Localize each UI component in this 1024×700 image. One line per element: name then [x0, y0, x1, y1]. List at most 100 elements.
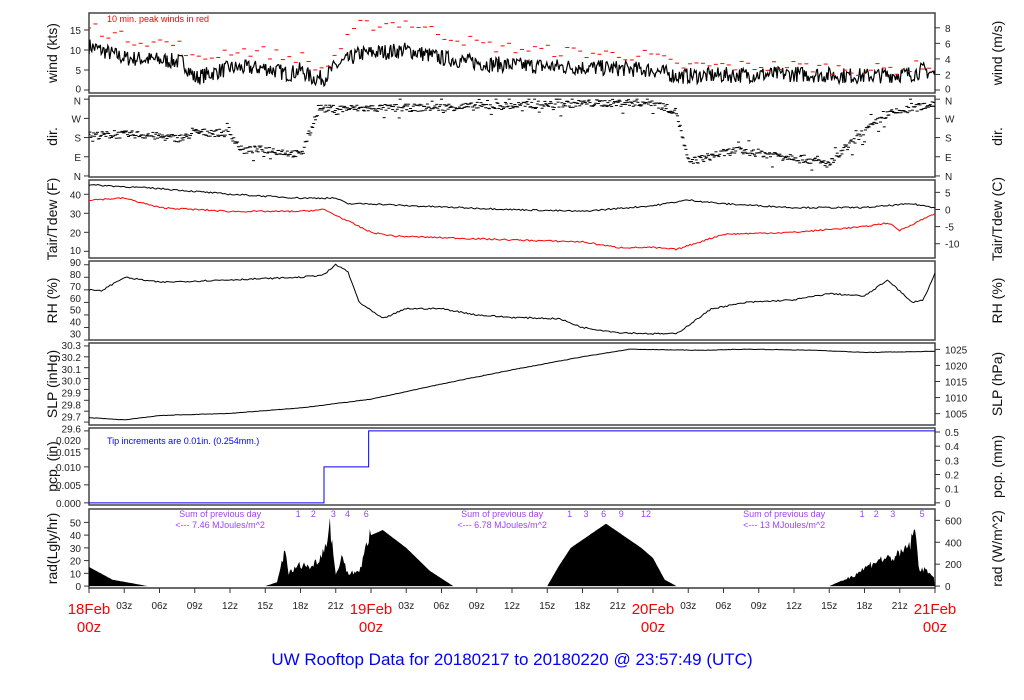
hour-mark: 1 [567, 509, 572, 519]
ytick-right-label: 400 [945, 538, 962, 549]
ytick-label: 0.000 [56, 499, 81, 510]
slp-ylabel: SLP (inHg) [44, 350, 60, 418]
xtick-label: 21z [328, 601, 344, 612]
ytick-label: 10 [70, 246, 82, 257]
wind-ylabel: wind (kts) [44, 23, 60, 84]
temp-plot [89, 183, 935, 251]
ytick-label: 15 [70, 26, 82, 37]
xtick-label: 03z [116, 601, 132, 612]
hour-mark: 3 [890, 509, 895, 519]
xtick-label: 12z [222, 601, 238, 612]
day-label: 19Feb [350, 601, 393, 618]
pcp-ylabel: pcp. (in) [44, 441, 60, 492]
panel-rad: 0 1020 30 40 50 0 200 400 600 rad(Lgly/hr) rad (W/… [44, 508, 1005, 593]
xtick-label: 09z [187, 601, 203, 612]
ytick-right-label: -10 [945, 240, 960, 251]
day-sum-value: <--- 7.46 MJoules/m^2 [175, 520, 265, 530]
ytick-right-label: 8 [945, 24, 951, 35]
hour-mark: 6 [601, 509, 606, 519]
ytick-label: 40 [70, 318, 82, 329]
ytick-label: 29.8 [62, 400, 82, 411]
xtick-label: 18z [856, 601, 872, 612]
ytick-right-label: W [945, 114, 955, 125]
ytick-label: 90 [70, 258, 82, 269]
rh-frame [88, 260, 936, 341]
rad-plot [89, 517, 935, 587]
xtick-label: 21z [610, 601, 626, 612]
pcp-ylabel-right: pcp. (mm) [989, 435, 1005, 498]
ytick-label: 40 [70, 531, 82, 542]
day-sum-value: <--- 6.78 MJoules/m^2 [457, 520, 547, 530]
slp-ylabel-right: SLP (hPa) [989, 352, 1005, 416]
ytick-right-label: 2 [945, 70, 951, 81]
ytick-label: 0 [75, 85, 81, 96]
hour-mark: 5 [920, 509, 925, 519]
ytick-label: 20 [70, 228, 82, 239]
xtick-label: 15z [257, 601, 273, 612]
ytick-label: S [74, 134, 81, 145]
dir-frame [88, 95, 936, 178]
xtick-label: 03z [398, 601, 414, 612]
time-axis: 03z 06z 09z 12z 15z 18z 21z 03z 06z 09z 12z 15z 18z 2… [68, 587, 956, 636]
ytick-right-label: 0 [945, 206, 951, 217]
RH-line [89, 263, 935, 335]
ytick-label: 29.7 [62, 412, 82, 423]
ytick-right-label: N [945, 172, 952, 183]
day-sum-title: Sum of previous day [461, 509, 544, 519]
day-sublabel: 00z [359, 619, 383, 636]
dir-ylabel-right: dir. [989, 127, 1005, 146]
ytick-right-label: 6 [945, 39, 951, 50]
xtick-label: 15z [539, 601, 555, 612]
xtick-label: 12z [504, 601, 520, 612]
ytick-right-label: E [945, 153, 952, 164]
day-sum-title: Sum of previous day [743, 509, 826, 519]
ytick-label: 29.9 [62, 389, 82, 400]
ytick-label: 30.1 [62, 365, 82, 376]
day-label: 20Feb [632, 601, 675, 618]
ytick-label: 30 [70, 209, 82, 220]
ytick-right-label: 600 [945, 516, 962, 527]
panel-wind: 0 5 10 15 0 2 4 6 8 wind (kts) wind (m/s) 10 min. p… [44, 12, 1005, 96]
cumulative-precip-line [89, 430, 935, 504]
ytick-label: 0.010 [56, 463, 81, 474]
wind-plot [89, 19, 935, 88]
xtick-label: 18z [292, 601, 308, 612]
ytick-right-label: -5 [945, 223, 954, 234]
ytick-right-label: 0.3 [945, 456, 959, 467]
rh-ylabel: RH (%) [44, 278, 60, 324]
ytick-label: 80 [70, 270, 82, 281]
hour-mark: 2 [311, 509, 316, 519]
ytick-label: 10 [70, 46, 82, 57]
day-sublabel: 00z [641, 619, 665, 636]
ytick-label: 50 [70, 306, 82, 317]
hour-mark: 2 [874, 509, 879, 519]
day-sum-title: Sum of previous day [179, 509, 262, 519]
ytick-right-label: 1005 [945, 410, 968, 421]
ytick-right-label: 1015 [945, 378, 968, 389]
day-label: 18Feb [68, 601, 111, 618]
radiation-area [89, 517, 935, 587]
ytick-label: 0.020 [56, 436, 81, 447]
ytick-label: 0 [75, 582, 81, 593]
temp-frame [88, 179, 936, 259]
slp-frame [88, 342, 936, 426]
hour-mark: 3 [584, 509, 589, 519]
ytick-right-label: 0 [945, 499, 951, 510]
hour-mark: 3 [331, 509, 336, 519]
wind-ylabel-right: wind (m/s) [989, 21, 1005, 87]
xtick-label: 06z [151, 601, 167, 612]
hour-mark: 4 [345, 509, 350, 519]
ytick-label: 20 [70, 557, 82, 568]
ytick-right-label: 1025 [945, 345, 968, 356]
ytick-right-label: 0.2 [945, 471, 959, 482]
wind-annotation: 10 min. peak winds in red [107, 14, 209, 24]
Tair-line [89, 183, 935, 213]
ytick-right-label: 200 [945, 560, 962, 571]
xtick-label: 03z [680, 601, 696, 612]
rad-ylabel: rad(Lgly/hr) [44, 513, 60, 585]
xtick-label: 18z [574, 601, 590, 612]
ytick-right-label: 1020 [945, 361, 968, 372]
ytick-label: 70 [70, 282, 82, 293]
ytick-right-label: N [945, 97, 952, 108]
ytick-right-label: 4 [945, 55, 951, 66]
